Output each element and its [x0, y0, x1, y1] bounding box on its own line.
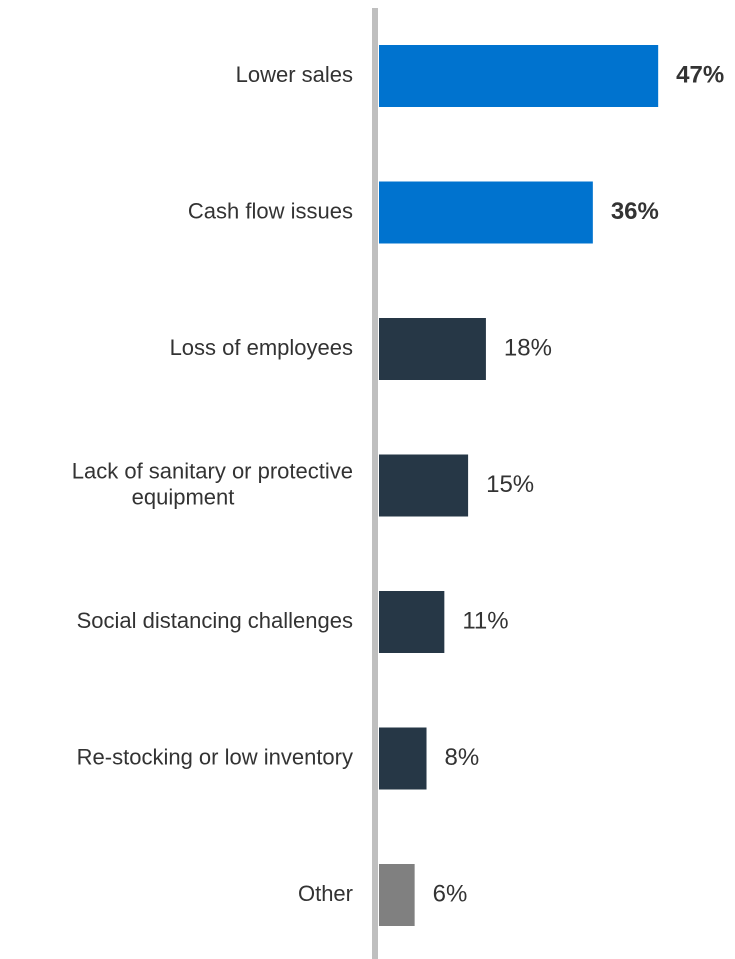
category-label-1-line-0: Cash flow issues [188, 198, 353, 223]
bar-0 [379, 45, 659, 107]
bar-4 [379, 591, 445, 653]
bar-3 [379, 454, 469, 517]
category-label-4: Social distancing challenges [77, 608, 353, 633]
category-label-2: Loss of employees [170, 335, 353, 360]
bar-2 [379, 318, 486, 380]
category-label-5: Re-stocking or low inventory [77, 744, 353, 769]
category-label-6: Other [298, 881, 353, 906]
category-label-4-line-0: Social distancing challenges [77, 608, 353, 633]
category-label-0: Lower sales [236, 62, 353, 87]
category-label-3-line-0: Lack of sanitary or protective [72, 458, 353, 483]
category-label-5-line-0: Re-stocking or low inventory [77, 744, 353, 769]
category-label-1: Cash flow issues [188, 198, 353, 223]
value-label-6: 6% [433, 880, 468, 907]
category-label-3-line-1: equipment [132, 484, 235, 509]
chart-marks: Lower sales 47% Cash flow issues 36% Loss of… [72, 45, 724, 926]
value-label-2: 18% [504, 334, 552, 361]
bar-6 [379, 864, 415, 926]
value-label-4: 11% [462, 607, 508, 634]
category-label-3: Lack of sanitary or protective equipment [72, 458, 353, 509]
value-label-0: 47% [676, 61, 724, 88]
bar-5 [379, 727, 427, 790]
category-label-2-line-0: Loss of employees [170, 335, 353, 360]
value-label-3: 15% [486, 471, 534, 498]
value-label-5: 8% [445, 744, 480, 771]
category-label-6-line-0: Other [298, 881, 353, 906]
category-label-0-line-0: Lower sales [236, 62, 353, 87]
value-label-1: 36% [611, 198, 659, 225]
bar-1 [379, 181, 593, 244]
